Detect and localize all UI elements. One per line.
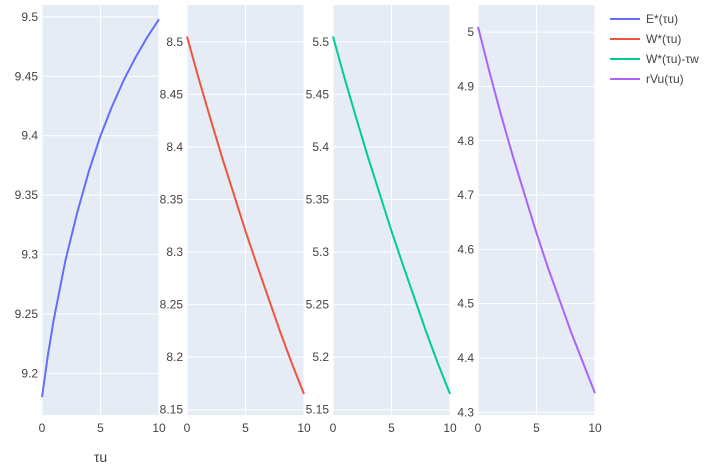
x-tick-label: 0 [184,421,191,435]
subplot-2: 8.15 8.2 8.25 8.3 8.35 8.4 8.45 8.5 0 5 10 [160,5,311,435]
y-tick-label: 5.4 [312,140,329,154]
legend-item[interactable]: E*(τu) [610,12,678,26]
series-line [477,26,596,394]
legend-label: E*(τu) [646,12,678,26]
y-tick-label: 5.15 [306,403,330,417]
y-tick-label: 4.4 [457,351,474,365]
x-tick-label: 10 [588,421,602,435]
legend-label: W*(τu) [646,32,681,46]
subplot-1: 9.2 9.25 9.3 9.35 9.4 9.45 9.5 0 5 10 τu [15,5,166,465]
y-tick-label: 9.3 [21,248,38,262]
y-tick-label: 5.35 [306,192,330,206]
y-tick-label: 8.4 [166,140,183,154]
legend-label: W*(τu)-τw [646,52,699,66]
legend-item[interactable]: rVu(τu) [610,72,684,86]
y-tick-label: 4.8 [457,134,474,148]
x-tick-label: 5 [97,421,104,435]
y-tick-label: 8.25 [160,298,184,312]
x-tick-label: 0 [39,421,46,435]
y-tick-label: 4.5 [457,297,474,311]
y-tick-label: 9.2 [21,366,38,380]
y-tick-label: 8.5 [166,35,183,49]
x-tick-label: 10 [443,421,457,435]
y-tick-label: 4.6 [457,242,474,256]
subplot-3: 5.15 5.2 5.25 5.3 5.35 5.4 5.45 5.5 0 5 10 [306,5,457,435]
y-tick-label: 5.5 [312,35,329,49]
legend[interactable]: E*(τu) W*(τu) W*(τu)-τw rVu(τu) [610,12,699,86]
y-tick-label: 8.45 [160,87,184,101]
y-tick-label: 8.3 [166,245,183,259]
y-tick-label: 8.15 [160,403,184,417]
y-tick-label: 4.9 [457,79,474,93]
y-tick-label: 5.45 [306,87,330,101]
x-tick-label: 5 [242,421,249,435]
subplots: 9.2 9.25 9.3 9.35 9.4 9.45 9.5 0 5 10 τu 8.15 8.2 8.2… [15,5,602,465]
y-tick-label: 4.7 [457,188,474,202]
y-tick-label: 4.3 [457,405,474,419]
x-tick-label: 0 [475,421,482,435]
y-tick-label: 9.35 [15,188,39,202]
y-tick-label: 8.35 [160,192,184,206]
y-tick-label: 9.45 [15,69,39,83]
series-line [41,18,160,398]
series-line [332,36,451,395]
legend-item[interactable]: W*(τu)-τw [610,52,699,66]
x-tick-label: 10 [152,421,166,435]
series-line [186,36,305,395]
x-tick-label: 5 [533,421,540,435]
y-tick-label: 8.2 [166,350,183,364]
y-tick-label: 9.5 [21,10,38,24]
x-tick-label: 0 [330,421,337,435]
legend-item[interactable]: W*(τu) [610,32,681,46]
y-tick-label: 5.25 [306,298,330,312]
y-tick-label: 5.2 [312,350,329,364]
x-axis-title: τu [94,449,107,465]
x-tick-label: 10 [297,421,311,435]
y-tick-label: 9.25 [15,307,39,321]
legend-label: rVu(τu) [646,72,684,86]
y-tick-label: 5 [467,25,474,39]
subplot-4: 4.3 4.4 4.5 4.6 4.7 4.8 4.9 5 0 5 10 [457,5,602,435]
x-tick-label: 5 [388,421,395,435]
y-tick-label: 9.4 [21,129,38,143]
y-tick-label: 5.3 [312,245,329,259]
